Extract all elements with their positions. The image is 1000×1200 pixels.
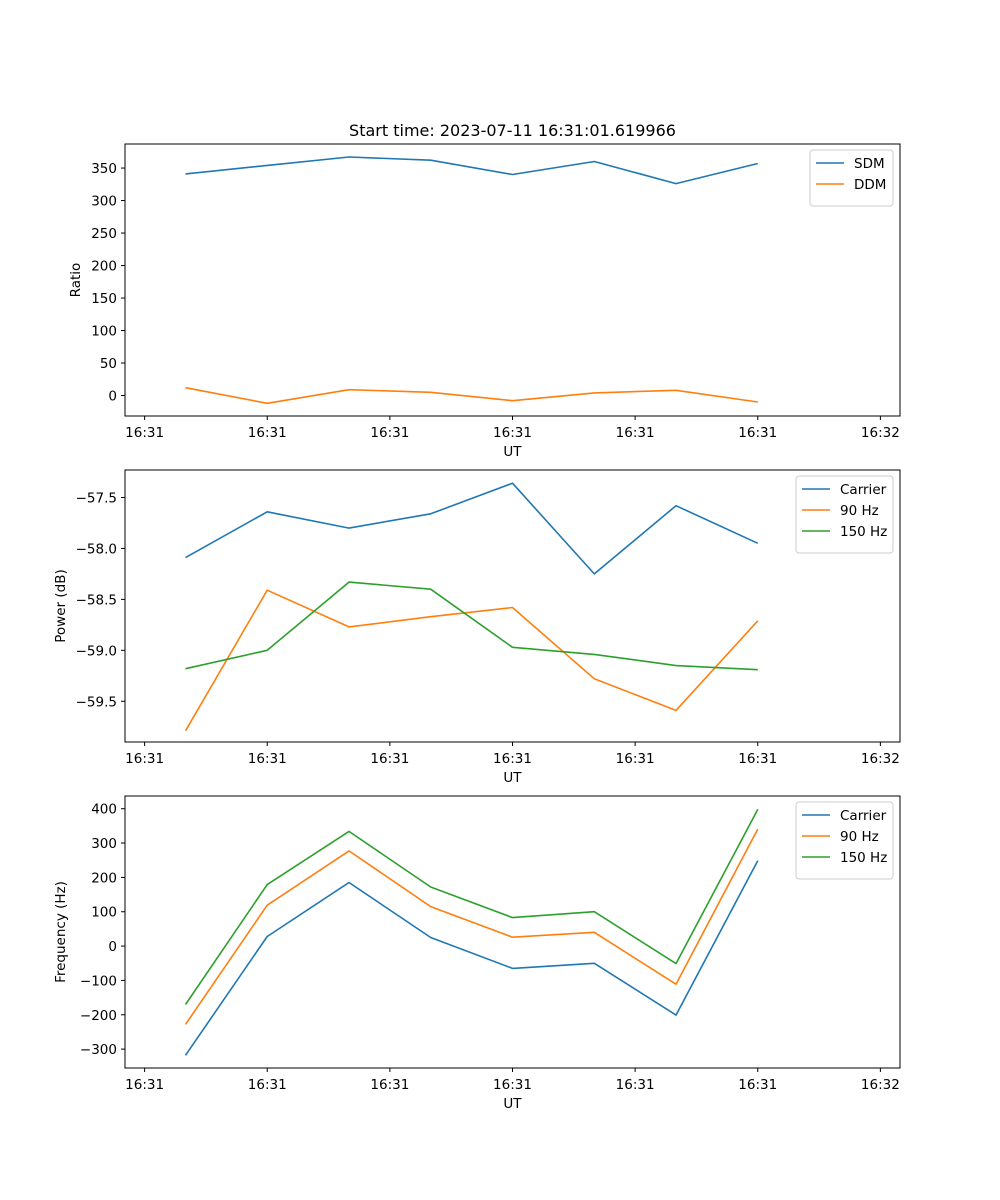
ratio-xtick-label: 16:31 <box>493 425 532 441</box>
frequency-series-carrier-line <box>184 860 759 1056</box>
ratio-xtick-label: 16:31 <box>370 425 409 441</box>
power-ytick-label: −59.0 <box>76 643 117 659</box>
frequency-series-150-hz-line <box>184 809 759 1005</box>
power-xtick-label: 16:31 <box>370 751 409 767</box>
power-panel: −59.5 −59.0 −58.5 −58.0 −57.5 16:31 16:31 16:31… <box>53 469 901 786</box>
power-xtick-label: 16:31 <box>248 751 287 767</box>
power-ylabel: Power (dB) <box>53 569 69 642</box>
power-xtick-label: 16:31 <box>738 751 777 767</box>
frequency-ytick-label: 100 <box>91 905 117 921</box>
ratio-panel: 0 50 100 150 200 250 300 350 16:31 16:31 16:31 16:3… <box>68 143 901 460</box>
frequency-legend <box>795 801 894 880</box>
power-legend <box>795 475 894 554</box>
ratio-xtick-label: 16:31 <box>616 425 655 441</box>
frequency-legend-label: 150 Hz <box>840 850 887 866</box>
power-xtick-label: 16:32 <box>861 751 900 767</box>
power-series-90-hz-line <box>184 589 759 732</box>
frequency-xtick-label: 16:31 <box>493 1077 532 1093</box>
frequency-xtick-label: 16:31 <box>248 1077 287 1093</box>
frequency-panel: −300 −200 −100 0 100 200 300 400 16:31 16:31 16:31… <box>53 795 901 1112</box>
power-series-carrier-line <box>185 482 759 575</box>
ratio-series-ddm-line <box>185 386 758 405</box>
ratio-xtick-label: 16:32 <box>861 425 900 441</box>
power-legend-label: Carrier <box>840 482 887 498</box>
frequency-series-90-hz-line <box>184 828 759 1025</box>
power-ytick-label: −59.5 <box>76 694 117 710</box>
frequency-ytick-label: 300 <box>91 836 117 852</box>
ratio-xtick-label: 16:31 <box>125 425 164 441</box>
ratio-legend-label: DDM <box>854 177 886 193</box>
power-xtick-label: 16:31 <box>125 751 164 767</box>
ratio-ytick-label: 300 <box>91 194 117 210</box>
ratio-xtick-label: 16:31 <box>738 425 777 441</box>
ratio-ytick-label: 200 <box>91 259 117 275</box>
ratio-series-sdm-line <box>185 156 758 185</box>
ratio-ytick-label: 150 <box>91 291 117 307</box>
ratio-legend <box>809 149 894 207</box>
frequency-ytick-label: 400 <box>91 802 117 818</box>
power-ytick-label: −58.5 <box>76 592 117 608</box>
ratio-ytick-label: 250 <box>91 226 117 242</box>
ratio-legend-label: SDM <box>854 156 885 172</box>
ratio-xtick-label: 16:31 <box>248 425 287 441</box>
power-ytick-label: −57.5 <box>76 491 117 507</box>
ratio-ytick-label: 0 <box>108 389 117 405</box>
power-legend-label: 150 Hz <box>840 524 887 540</box>
power-xtick-label: 16:31 <box>493 751 532 767</box>
frequency-legend-label: Carrier <box>840 808 887 824</box>
ratio-ytick-label: 50 <box>100 356 117 372</box>
frequency-xtick-label: 16:32 <box>861 1077 900 1093</box>
frequency-ytick-label: 0 <box>108 939 117 955</box>
frequency-ytick-label: −300 <box>80 1042 117 1058</box>
frequency-ytick-label: −100 <box>80 973 117 989</box>
frequency-xtick-label: 16:31 <box>738 1077 777 1093</box>
power-xlabel: UT <box>503 770 522 786</box>
chart-title: Start time: 2023-07-11 16:31:01.619966 <box>349 121 676 140</box>
ratio-ytick-label: 100 <box>91 324 117 340</box>
frequency-ytick-label: −200 <box>80 1008 117 1024</box>
frequency-xtick-label: 16:31 <box>125 1077 164 1093</box>
power-series-150-hz-line <box>185 581 758 671</box>
ratio-ylabel: Ratio <box>68 263 84 298</box>
ratio-xlabel: UT <box>503 444 522 460</box>
frequency-ytick-label: 200 <box>91 870 117 886</box>
power-legend-label: 90 Hz <box>840 503 879 519</box>
frequency-xtick-label: 16:31 <box>370 1077 409 1093</box>
ratio-ytick-label: 350 <box>91 161 117 177</box>
power-ytick-label: −58.0 <box>76 541 117 557</box>
frequency-xtick-label: 16:31 <box>616 1077 655 1093</box>
frequency-legend-label: 90 Hz <box>840 829 879 845</box>
frequency-xlabel: UT <box>503 1096 522 1112</box>
frequency-ylabel: Frequency (Hz) <box>53 881 69 983</box>
power-xtick-label: 16:31 <box>616 751 655 767</box>
